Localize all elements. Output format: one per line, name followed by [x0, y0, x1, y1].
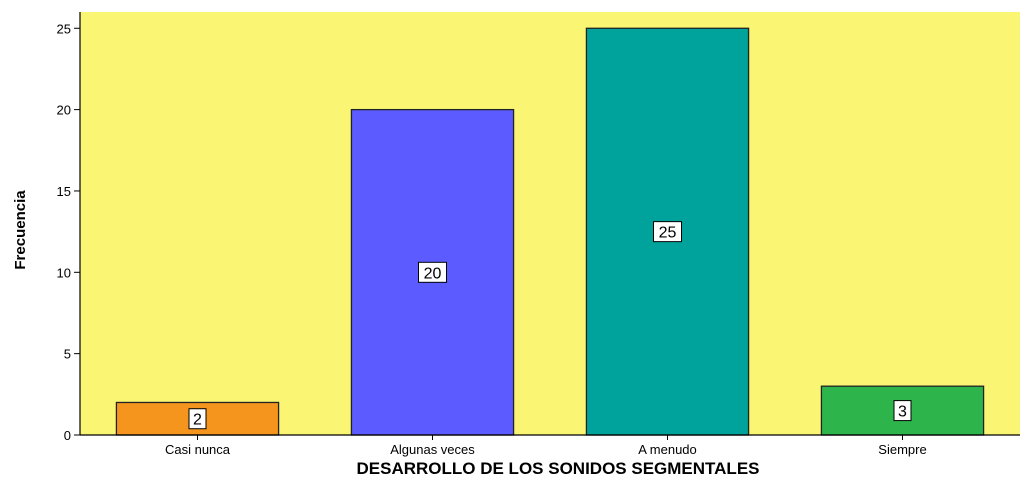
data-label-box: [653, 221, 682, 243]
x-tick-label: Siempre: [878, 442, 926, 457]
x-tick-label: Algunas veces: [390, 442, 475, 457]
x-tick-label: Casi nunca: [165, 442, 231, 457]
y-tick-label: 15: [57, 184, 71, 199]
x-axis-title: DESARROLLO DE LOS SONIDOS SEGMENTALES: [357, 459, 760, 478]
data-label: 3: [898, 404, 907, 421]
data-label-box: [893, 400, 912, 422]
plot-background: [80, 12, 1020, 435]
y-tick-label: 25: [57, 21, 71, 36]
data-label-box: [418, 261, 447, 283]
y-tick-label: 10: [57, 265, 71, 280]
data-label: 25: [659, 225, 677, 242]
data-label: 2: [193, 412, 202, 429]
y-tick-label: 20: [57, 103, 71, 118]
x-tick-label: A menudo: [638, 442, 697, 457]
data-label-box: [188, 408, 207, 430]
y-tick-label: 5: [64, 347, 71, 362]
data-label: 20: [424, 265, 442, 282]
y-tick-label: 0: [64, 428, 71, 443]
data-labels: 2 20 25 3: [188, 221, 912, 430]
y-axis-title: Frecuencia: [12, 190, 29, 270]
x-ticks: Casi nunca Algunas veces A menudo Siempre: [165, 435, 927, 457]
y-ticks: 0 5 10 15 20 25: [57, 21, 80, 443]
